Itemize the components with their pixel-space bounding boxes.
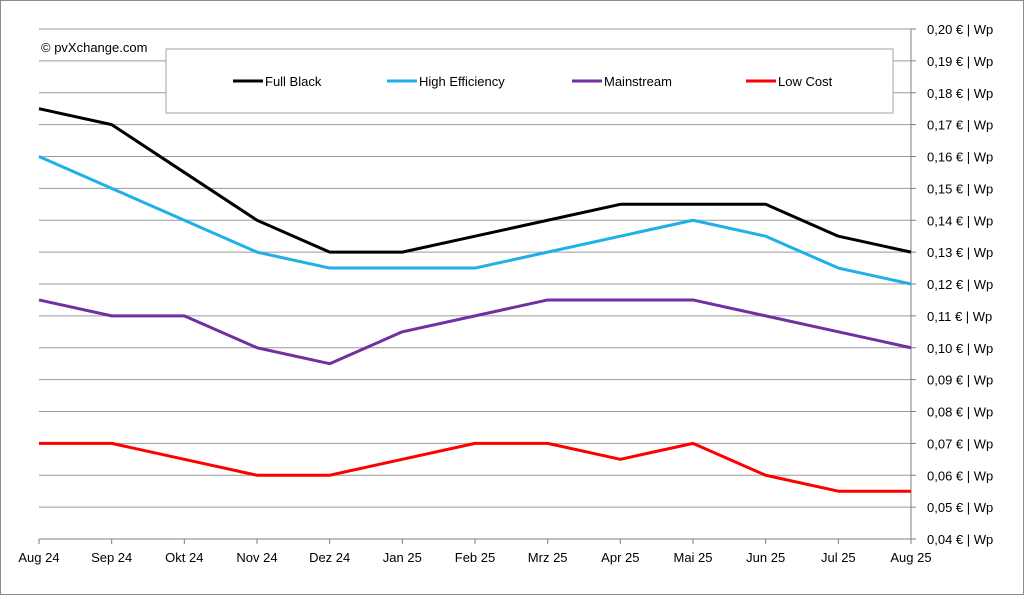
legend-label: High Efficiency (419, 74, 505, 89)
y-tick-label: 0,06 € | Wp (927, 468, 993, 483)
y-tick-label: 0,15 € | Wp (927, 181, 993, 196)
x-tick-label: Aug 24 (18, 550, 59, 565)
x-tick-label: Aug 25 (890, 550, 931, 565)
legend-label: Low Cost (778, 74, 833, 89)
x-tick-label: Jan 25 (383, 550, 422, 565)
y-tick-label: 0,20 € | Wp (927, 22, 993, 37)
x-tick-label: Jul 25 (821, 550, 856, 565)
legend: Full Black High Efficiency Mainstream Low C… (166, 49, 893, 113)
x-tick-label: Feb 25 (455, 550, 495, 565)
x-tick-label: Jun 25 (746, 550, 785, 565)
y-tick-label: 0,04 € | Wp (927, 532, 993, 547)
x-tick-label: Sep 24 (91, 550, 132, 565)
copyright-text: © pvXchange.com (41, 40, 147, 55)
y-tick-label: 0,11 € | Wp (927, 309, 992, 324)
legend-label: Mainstream (604, 74, 672, 89)
y-tick-label: 0,07 € | Wp (927, 436, 993, 451)
series-lines (39, 109, 911, 492)
x-tick-label: Mai 25 (673, 550, 712, 565)
y-tick-label: 0,08 € | Wp (927, 405, 993, 420)
y-tick-label: 0,18 € | Wp (927, 86, 993, 101)
y-tick-label: 0,19 € | Wp (927, 54, 993, 69)
y-tick-label: 0,17 € | Wp (927, 118, 993, 133)
x-tick-label: Dez 24 (309, 550, 350, 565)
y-tick-label: 0,16 € | Wp (927, 150, 993, 165)
y-tick-label: 0,10 € | Wp (927, 341, 993, 356)
y-tick-label: 0,12 € | Wp (927, 277, 993, 292)
series-line (39, 443, 911, 491)
y-tick-label: 0,14 € | Wp (927, 213, 993, 228)
series-line (39, 109, 911, 252)
legend-label: Full Black (265, 74, 322, 89)
x-tick-label: Mrz 25 (528, 550, 568, 565)
y-tick-label: 0,13 € | Wp (927, 245, 993, 260)
x-tick-label: Nov 24 (236, 550, 277, 565)
x-tick-label: Okt 24 (165, 550, 203, 565)
y-tick-label: 0,09 € | Wp (927, 373, 993, 388)
y-tick-label: 0,05 € | Wp (927, 500, 993, 515)
series-line (39, 300, 911, 364)
x-tick-label: Apr 25 (601, 550, 639, 565)
